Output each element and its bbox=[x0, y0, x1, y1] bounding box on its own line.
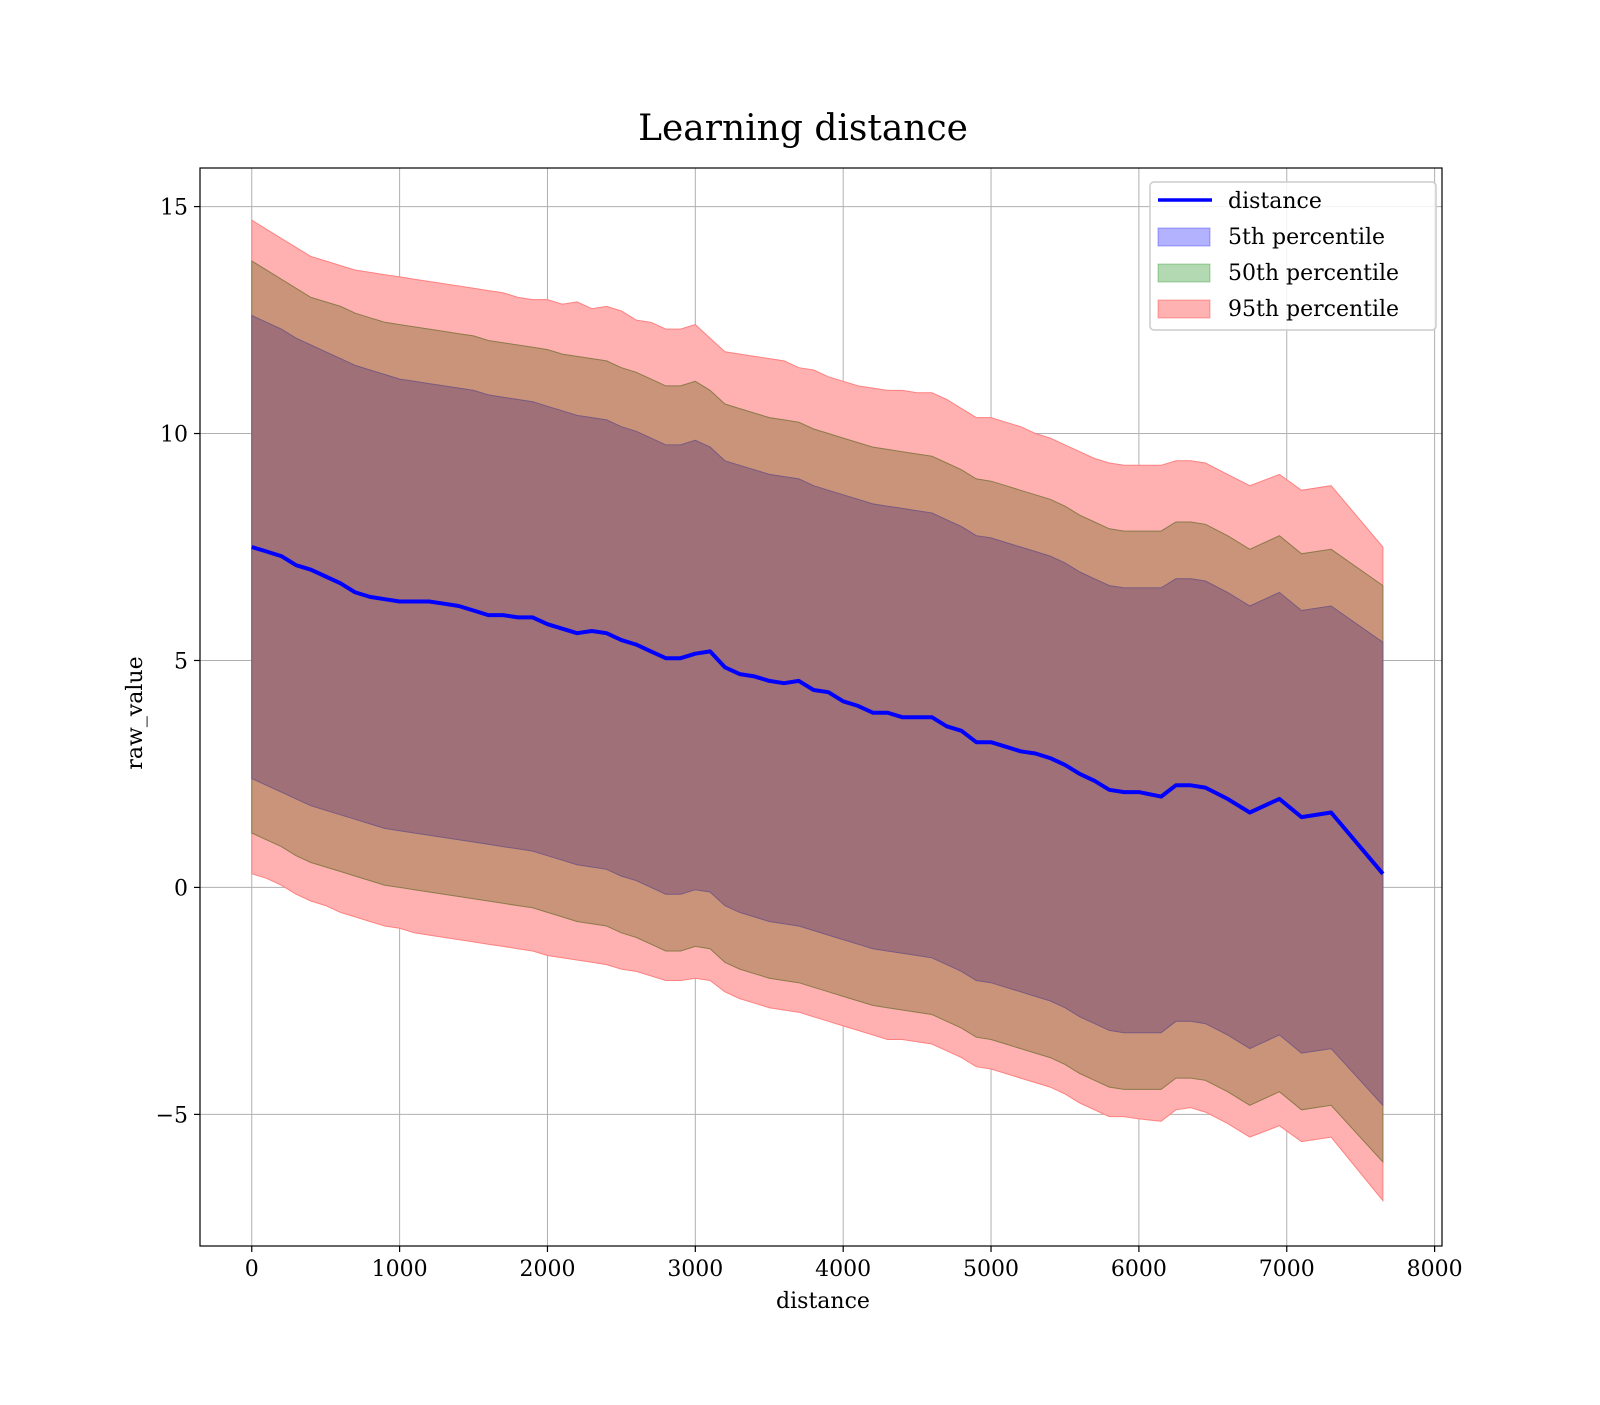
x-tick-label-7: 7000 bbox=[1259, 1257, 1315, 1282]
legend-swatch-95th bbox=[1157, 299, 1211, 319]
legend-label-95th: 95th percentile bbox=[1228, 297, 1399, 322]
y-tick-label-0: −5 bbox=[156, 1103, 188, 1128]
plot-frame bbox=[199, 167, 1443, 1247]
series-line-distance bbox=[251, 545, 1385, 876]
x-tick-label-5: 5000 bbox=[963, 1257, 1019, 1282]
legend-label-5th: 5th percentile bbox=[1228, 225, 1385, 250]
x-tick-label-1: 1000 bbox=[372, 1257, 428, 1282]
legend-label-50th: 50th percentile bbox=[1228, 261, 1399, 286]
band-5th-percentile bbox=[251, 314, 1384, 1107]
x-tick-label-3: 3000 bbox=[667, 1257, 723, 1282]
x-axis-label: distance bbox=[776, 1289, 870, 1314]
y-tick-label-3: 10 bbox=[160, 423, 188, 448]
x-tick-label-8: 8000 bbox=[1407, 1257, 1463, 1282]
legend-swatch-50th bbox=[1157, 263, 1211, 283]
legend-label-distance: distance bbox=[1228, 189, 1322, 214]
y-tick-label-2: 5 bbox=[174, 649, 188, 674]
y-axis-label: raw_value bbox=[123, 656, 148, 769]
x-tick-label-6: 6000 bbox=[1111, 1257, 1167, 1282]
legend-box bbox=[1149, 181, 1437, 331]
plot-area: 0 1000 2000 3000 4000 5000 6000 7000 8000 −5 0 5 10 1… bbox=[156, 167, 1463, 1282]
x-tick-label-4: 4000 bbox=[815, 1257, 871, 1282]
y-tick-label-4: 15 bbox=[160, 196, 188, 221]
legend-swatch-5th bbox=[1157, 227, 1211, 247]
y-tick-label-1: 0 bbox=[174, 876, 188, 901]
chart-title: Learning distance bbox=[638, 108, 968, 149]
legend: distance 5th percentile 50th percentile … bbox=[1149, 181, 1437, 331]
x-tick-label-2: 2000 bbox=[519, 1257, 575, 1282]
x-tick-label-0: 0 bbox=[245, 1257, 259, 1282]
